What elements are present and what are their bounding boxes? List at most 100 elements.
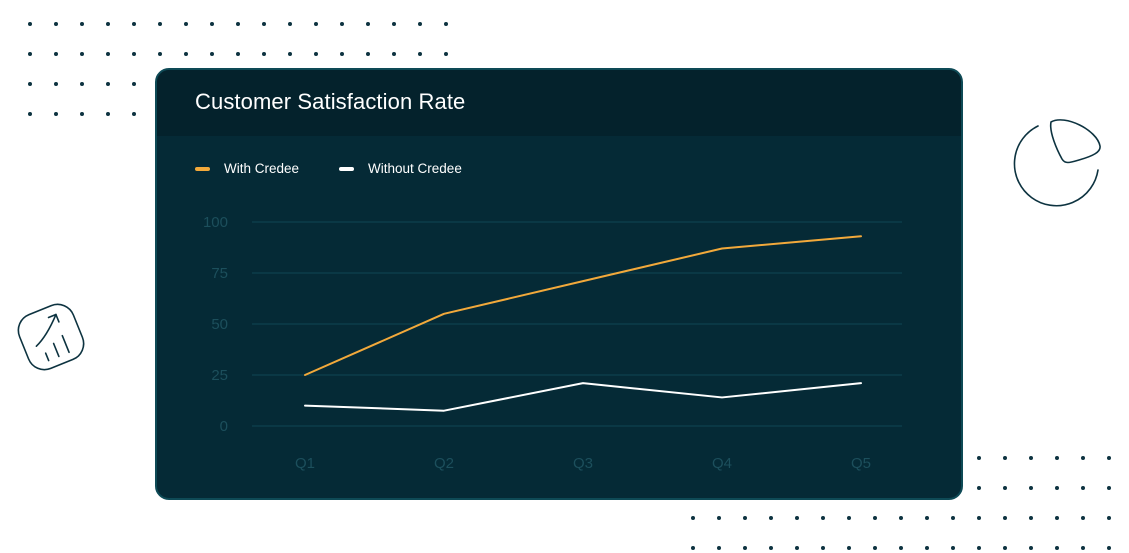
- decoration-dot: [691, 546, 695, 550]
- decoration-dot: [28, 22, 32, 26]
- decoration-dot: [1029, 516, 1033, 520]
- decoration-dot: [418, 52, 422, 56]
- decoration-dot: [1003, 456, 1007, 460]
- x-tick-label: Q5: [851, 455, 871, 472]
- decoration-dot: [184, 22, 188, 26]
- decoration-dot: [873, 546, 877, 550]
- decoration-dot: [340, 52, 344, 56]
- decoration-dot: [847, 546, 851, 550]
- decoration-dot: [54, 112, 58, 116]
- decoration-dot: [28, 112, 32, 116]
- decoration-dot: [1081, 546, 1085, 550]
- decoration-dot: [366, 52, 370, 56]
- decoration-dot: [288, 52, 292, 56]
- decoration-dot: [106, 52, 110, 56]
- pie-chart-icon: [1013, 119, 1101, 207]
- decoration-dot: [392, 22, 396, 26]
- y-tick-label: 75: [211, 265, 228, 282]
- decoration-dot: [210, 22, 214, 26]
- decoration-dot: [899, 546, 903, 550]
- decoration-dot: [1107, 546, 1111, 550]
- decoration-dot: [769, 546, 773, 550]
- decoration-dot: [951, 516, 955, 520]
- x-tick-label: Q2: [434, 455, 454, 472]
- decoration-dot: [1107, 516, 1111, 520]
- decoration-dot: [1029, 546, 1033, 550]
- decoration-dot: [28, 52, 32, 56]
- decoration-dot: [1055, 516, 1059, 520]
- decoration-dot: [925, 516, 929, 520]
- decoration-dot: [717, 516, 721, 520]
- line-chart: 100 75 50 25 0 Q1 Q2 Q3 Q4 Q5: [203, 214, 902, 472]
- decoration-dot: [236, 52, 240, 56]
- legend-item-with-credee: With Credee: [195, 161, 299, 176]
- decoration-dot: [54, 82, 58, 86]
- decoration-dot: [184, 52, 188, 56]
- decoration-dot: [769, 516, 773, 520]
- legend-item-without-credee: Without Credee: [339, 161, 462, 176]
- chart-card: Customer Satisfaction Rate With Credee W…: [155, 68, 963, 500]
- chart-legend: With Credee Without Credee: [195, 161, 502, 176]
- decoration-dot: [80, 112, 84, 116]
- decoration-dot: [132, 52, 136, 56]
- legend-swatch-orange: [195, 166, 210, 171]
- decoration-dot: [106, 82, 110, 86]
- decoration-dot: [132, 112, 136, 116]
- decoration-dot: [314, 52, 318, 56]
- decoration-dot: [1003, 516, 1007, 520]
- chart-title: Customer Satisfaction Rate: [195, 89, 466, 114]
- decoration-dot: [873, 516, 877, 520]
- decoration-dot: [262, 52, 266, 56]
- decoration-dot: [444, 22, 448, 26]
- x-tick-label: Q4: [712, 455, 732, 472]
- decoration-dot: [54, 22, 58, 26]
- decoration-dot: [1107, 456, 1111, 460]
- decoration-dot: [80, 52, 84, 56]
- decoration-dot: [1029, 456, 1033, 460]
- decoration-dot: [106, 22, 110, 26]
- decoration-dot: [106, 112, 110, 116]
- decoration-dot: [236, 22, 240, 26]
- chart-header: Customer Satisfaction Rate: [157, 70, 961, 136]
- decoration-dot: [977, 546, 981, 550]
- decoration-dot: [1055, 486, 1059, 490]
- decoration-dot: [210, 52, 214, 56]
- decoration-dot: [977, 456, 981, 460]
- decoration-dot: [80, 82, 84, 86]
- decoration-dot: [951, 546, 955, 550]
- decoration-dot: [392, 52, 396, 56]
- decoration-dot: [1055, 456, 1059, 460]
- legend-label: With Credee: [224, 161, 300, 176]
- decoration-dot: [1081, 456, 1085, 460]
- y-tick-label: 0: [220, 418, 228, 435]
- decoration-dot: [314, 22, 318, 26]
- decoration-dot: [691, 516, 695, 520]
- decoration-dot: [444, 52, 448, 56]
- x-tick-label: Q1: [295, 455, 315, 472]
- decoration-dot: [288, 22, 292, 26]
- decoration-dot: [925, 546, 929, 550]
- decoration-dot: [821, 546, 825, 550]
- decoration-dot: [821, 516, 825, 520]
- decoration-dot: [795, 516, 799, 520]
- decoration-dot: [977, 486, 981, 490]
- y-tick-label: 25: [211, 367, 228, 384]
- decoration-dot: [717, 546, 721, 550]
- decoration-dot: [743, 516, 747, 520]
- decoration-dot: [847, 516, 851, 520]
- y-tick-label: 50: [211, 316, 228, 333]
- decoration-dot: [977, 516, 981, 520]
- decoration-dot: [1003, 546, 1007, 550]
- decoration-dot: [54, 52, 58, 56]
- legend-label: Without Credee: [368, 161, 462, 176]
- series-line-with-credee: [304, 235, 862, 376]
- decoration-dot: [899, 516, 903, 520]
- growth-chart-icon: [17, 303, 85, 371]
- decoration-dot: [418, 22, 422, 26]
- decoration-dot: [366, 22, 370, 26]
- decoration-dot: [158, 22, 162, 26]
- decoration-dot: [1107, 486, 1111, 490]
- decoration-dot: [1081, 516, 1085, 520]
- decoration-dot: [132, 22, 136, 26]
- legend-swatch-white: [339, 166, 355, 171]
